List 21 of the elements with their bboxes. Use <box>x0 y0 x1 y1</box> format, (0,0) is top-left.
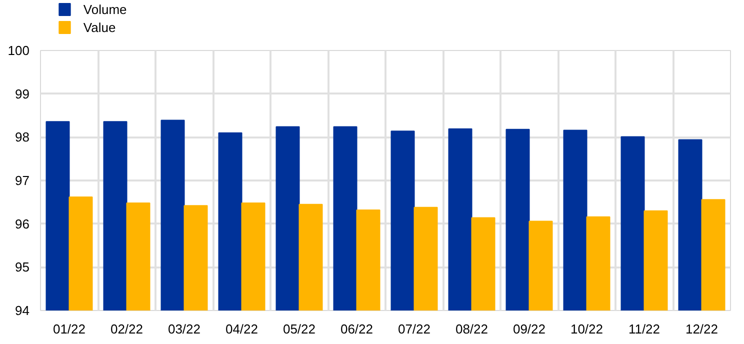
x-tick-label: 05/22 <box>282 322 316 336</box>
x-tick-label: 02/22 <box>110 322 144 336</box>
x-tick-label: 11/22 <box>628 322 660 336</box>
y-tick-label: 95 <box>15 260 30 275</box>
x-tick-label: 10/22 <box>570 322 604 336</box>
y-tick-label: 96 <box>15 216 30 232</box>
x-tick-label: 01/22 <box>52 322 86 336</box>
legend-label: Volume <box>83 2 127 17</box>
y-tick-label: 98 <box>15 130 30 145</box>
x-tick-label: 09/22 <box>512 322 546 336</box>
y-tick-label: 99 <box>15 86 30 102</box>
x-tick-label: 12/22 <box>685 322 718 336</box>
x-tick-label: 06/22 <box>340 322 374 336</box>
x-tick-label: 07/22 <box>398 322 431 336</box>
legend-label: Value <box>83 20 116 35</box>
y-tick-label: 97 <box>15 173 30 188</box>
x-tick-label: 04/22 <box>225 322 258 336</box>
x-tick-label: 08/22 <box>455 322 488 336</box>
y-tick-label: 94 <box>15 303 30 318</box>
x-tick-label: 03/22 <box>168 322 201 336</box>
y-tick-label: 100 <box>8 43 30 58</box>
